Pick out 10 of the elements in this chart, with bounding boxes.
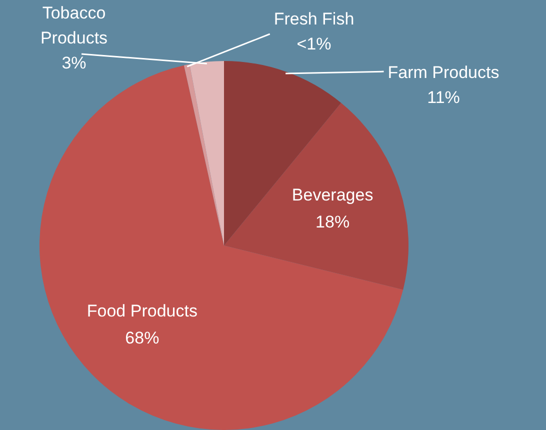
data-label: 3%: [62, 54, 86, 73]
data-label: 68%: [125, 328, 160, 348]
data-label: 11%: [427, 88, 460, 108]
data-label: 18%: [316, 212, 350, 232]
slice-label: Beverages: [292, 186, 374, 205]
slice-label: Tobacco Products: [40, 4, 108, 48]
slice-label: Food Products: [86, 302, 198, 321]
slice-label: Farm Products: [388, 63, 500, 82]
data-label: <1%: [296, 34, 332, 54]
slice-label: Fresh Fish: [274, 10, 354, 29]
